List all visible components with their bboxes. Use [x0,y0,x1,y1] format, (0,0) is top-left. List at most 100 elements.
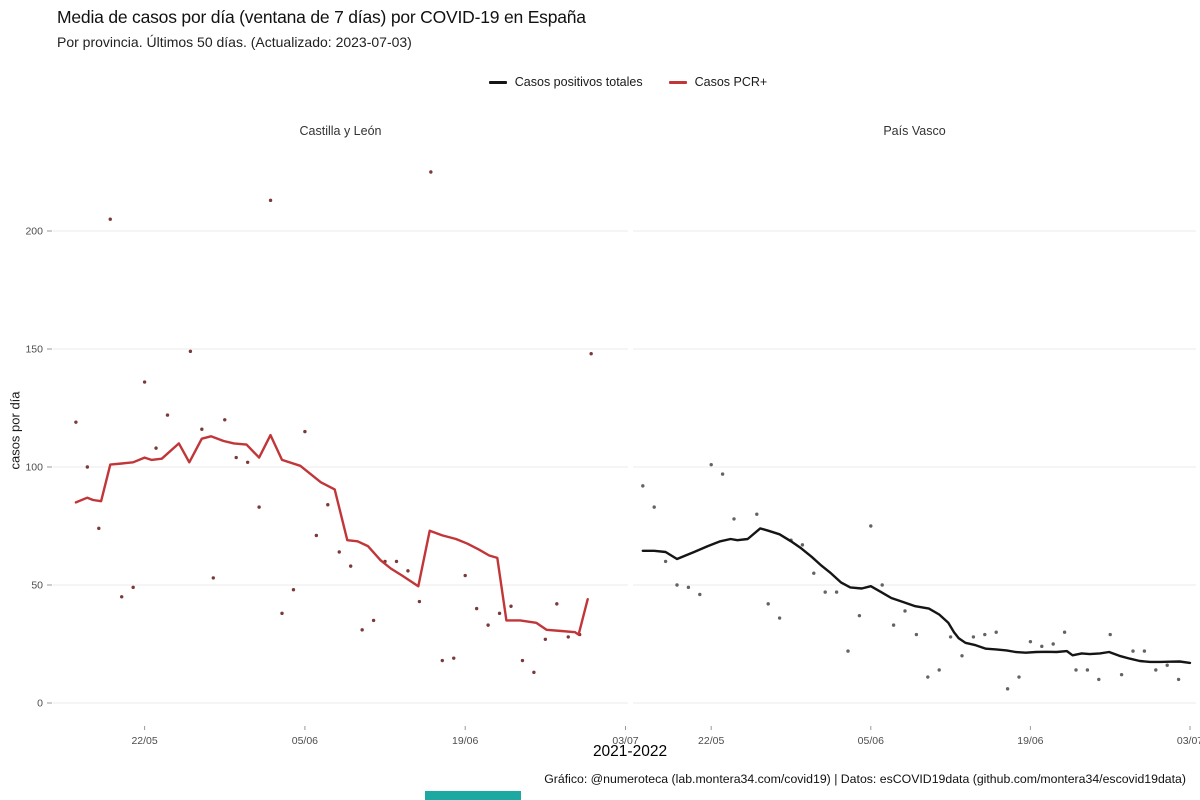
x-tick-label: 22/05 [131,735,157,747]
x-tick-label: 19/06 [1017,735,1043,747]
data-point [74,420,78,424]
data-point [834,590,839,594]
y-tick-label: 50 [31,580,43,592]
legend-swatch-red-line [668,80,687,84]
data-point [349,564,353,568]
data-point [1119,672,1124,677]
data-point [652,505,656,509]
data-point [474,606,479,611]
data-point [1142,649,1147,653]
data-point [1040,644,1044,649]
data-point [960,654,964,658]
data-point [337,550,341,554]
legend-label: Casos PCR+ [694,75,768,89]
data-point [880,583,884,587]
data-point [857,613,862,618]
legend-item-total: Casos positivos totales [488,75,643,89]
data-point [520,658,525,663]
data-point [1176,677,1181,682]
data-point [245,460,250,464]
data-point [406,569,410,573]
data-point [948,635,953,639]
data-point [1131,649,1135,653]
data-point [314,533,319,538]
legend-item-pcr: Casos PCR+ [668,75,768,89]
y-tick-label: 100 [25,462,43,474]
data-point [486,623,490,627]
legend-label: Casos positivos totales [514,75,643,89]
data-point [686,585,691,590]
data-point [720,472,725,476]
data-point [154,446,158,450]
data-point [108,217,112,221]
y-tick-label: 200 [25,226,43,238]
data-point [566,635,570,639]
data-point [869,524,873,528]
data-point [971,635,976,639]
data-point [188,349,193,354]
data-point [1028,639,1033,644]
legend: Casos positivos totales Casos PCR+ [0,75,1200,89]
data-point [440,658,444,663]
data-point [994,630,998,634]
data-point [1085,668,1090,672]
data-point [234,455,238,460]
data-point [211,576,215,580]
data-point [755,512,759,516]
legend-swatch-black-line [488,80,507,84]
chart-subtitle: Por provincia. Últimos 50 días. (Actuali… [57,34,412,50]
facet-label-castilla-y-leon: Castilla y León [299,124,382,138]
x-tick-label: 05/06 [292,735,318,747]
data-point [165,413,170,417]
data-point [891,623,896,627]
data-point [97,526,101,531]
plot-area: 0 50 100 150 200 22/05 05/06 19/06 03/07 22/05 05/… [25,170,1200,747]
data-point [371,618,376,623]
x-tick-label: 03/07 [1177,735,1200,747]
data-point [200,427,204,431]
data-point [1062,630,1067,634]
data-point [983,632,987,637]
data-point [903,609,907,613]
data-point [926,675,930,679]
data-point [1108,632,1112,637]
series-line [74,433,589,636]
data-point [641,484,645,488]
data-point [846,649,850,653]
data-point [1165,663,1169,667]
data-point [543,637,548,641]
data-point [131,585,135,590]
data-point [1097,677,1101,682]
data-point [1074,668,1078,672]
data-point [257,505,261,509]
x-axis-title: 2021-2022 [592,743,668,760]
x-tick-label: 22/05 [698,735,724,747]
data-point [914,632,919,637]
data-point [452,656,456,660]
data-point [812,571,816,575]
data-point [85,465,90,469]
data-point [589,352,593,356]
data-point [675,583,679,587]
x-tick-label: 03/07 [612,735,638,747]
brand-bar [425,791,521,800]
data-point [223,418,227,422]
data-point [555,602,559,606]
data-point [463,573,467,578]
data-point [777,616,782,620]
data-point [303,429,307,434]
data-point [429,170,433,174]
data-point [732,517,736,521]
data-point [1017,675,1021,679]
data-point [937,668,941,672]
x-tick-label: 19/06 [452,735,478,747]
data-point [268,198,273,203]
data-point [766,602,770,606]
data-point [394,559,399,564]
data-point [142,380,147,384]
data-point [1051,642,1055,646]
data-point [360,628,364,632]
series-line [641,527,1192,665]
data-point [280,611,284,616]
data-point [1154,668,1158,672]
